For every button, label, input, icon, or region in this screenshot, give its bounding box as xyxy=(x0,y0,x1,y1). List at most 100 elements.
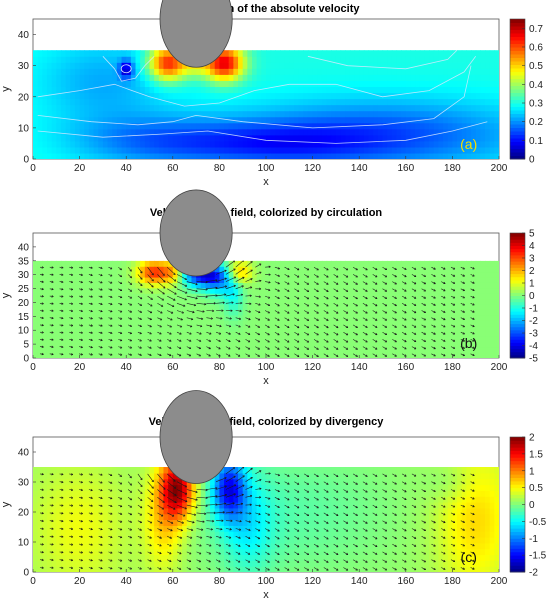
heatmap-cell xyxy=(224,271,230,278)
heatmap-cell xyxy=(247,314,253,321)
heatmap-cell xyxy=(298,128,304,136)
heatmap-cell xyxy=(37,260,43,267)
colorbar-tick-label: 2 xyxy=(529,266,535,277)
heatmap-cell xyxy=(116,325,123,332)
heatmap-cell xyxy=(60,56,67,63)
heatmap-cell xyxy=(74,122,81,130)
heatmap-cell xyxy=(74,50,81,57)
heatmap-cell xyxy=(275,50,281,57)
velocity-arrow xyxy=(343,310,349,314)
heatmap-cell xyxy=(461,98,467,106)
heatmap-cell xyxy=(214,104,220,112)
heatmap-cell xyxy=(391,330,398,337)
heatmap-cell xyxy=(177,314,183,321)
velocity-arrow xyxy=(470,274,475,277)
heatmap-cell xyxy=(466,50,472,57)
heatmap-cell xyxy=(485,134,491,142)
velocity-arrow xyxy=(352,339,358,343)
heatmap-cell xyxy=(270,260,276,267)
heatmap-cell xyxy=(93,56,99,63)
heatmap-cell xyxy=(321,293,328,300)
heatmap-cell xyxy=(238,80,244,88)
heatmap-cell xyxy=(252,341,258,348)
heatmap-cell xyxy=(163,314,169,321)
heatmap-cell xyxy=(396,287,402,294)
heatmap-cell xyxy=(401,68,407,75)
velocity-arrowhead xyxy=(41,280,44,284)
velocity-arrowhead xyxy=(326,304,329,307)
heatmap-cell xyxy=(382,320,388,327)
heatmap-cell xyxy=(489,56,495,63)
heatmap-cell xyxy=(191,146,197,154)
heatmap-cell xyxy=(107,341,113,348)
velocity-arrowhead xyxy=(306,318,310,321)
velocity-arrow xyxy=(157,346,162,349)
heatmap-cell xyxy=(293,347,300,354)
heatmap-cell xyxy=(247,266,253,273)
velocity-arrow xyxy=(264,339,270,343)
velocity-arrowhead xyxy=(259,279,262,283)
heatmap-cell xyxy=(335,140,342,148)
heatmap-cell xyxy=(33,80,39,88)
heatmap-cell xyxy=(475,336,481,343)
velocity-arrow xyxy=(245,324,251,328)
heatmap-cell xyxy=(289,74,295,81)
heatmap-cell xyxy=(219,122,225,130)
heatmap-cell xyxy=(377,128,384,136)
velocity-arrow xyxy=(294,353,300,357)
velocity-arrow xyxy=(225,302,234,304)
heatmap-cell xyxy=(457,146,463,154)
heatmap-cell xyxy=(312,260,318,267)
heatmap-cell xyxy=(84,98,90,106)
heatmap-cell xyxy=(419,56,426,63)
velocity-arrowhead xyxy=(232,293,235,296)
heatmap-cell xyxy=(214,347,220,354)
heatmap-cell xyxy=(33,320,39,327)
heatmap-cell xyxy=(284,282,290,289)
heatmap-cell xyxy=(270,330,276,337)
heatmap-cell xyxy=(233,309,239,316)
velocity-arrowhead xyxy=(423,282,426,285)
heatmap-cell xyxy=(65,152,71,159)
velocity-arrow xyxy=(333,303,339,307)
heatmap-cell xyxy=(363,330,370,337)
velocity-arrow xyxy=(196,339,202,342)
heatmap-cell xyxy=(312,110,318,118)
heatmap-cell xyxy=(182,134,188,142)
heatmap-cell xyxy=(475,314,481,321)
heatmap-cell xyxy=(51,325,57,332)
velocity-arrow xyxy=(137,288,143,293)
heatmap-cell xyxy=(433,320,440,327)
heatmap-cell xyxy=(419,266,426,273)
heatmap-cell xyxy=(293,80,300,88)
heatmap-cell xyxy=(51,314,57,321)
heatmap-cell xyxy=(475,146,481,154)
heatmap-cell xyxy=(200,314,207,321)
velocity-arrow xyxy=(206,295,218,297)
heatmap-cell xyxy=(303,282,309,289)
colorbar-segment xyxy=(510,345,525,350)
heatmap-cell xyxy=(154,320,160,327)
heatmap-cell xyxy=(261,266,267,273)
heatmap-cell xyxy=(345,86,351,94)
heatmap-cell xyxy=(284,336,290,343)
velocity-arrow xyxy=(411,310,417,314)
heatmap-cell xyxy=(56,276,62,283)
heatmap-cell xyxy=(387,68,393,75)
heatmap-cell xyxy=(382,116,388,124)
heatmap-cell xyxy=(214,298,220,305)
heatmap-cell xyxy=(84,134,90,142)
heatmap-cell xyxy=(37,341,43,348)
velocity-arrow xyxy=(255,317,261,321)
heatmap-cell xyxy=(494,140,499,148)
colorbar-segment xyxy=(510,333,525,337)
heatmap-cell xyxy=(438,104,444,112)
colorbar-tick-label: 0.7 xyxy=(529,24,543,35)
velocity-arrowhead xyxy=(375,325,378,328)
heatmap-cell xyxy=(331,128,337,136)
velocity-arrow xyxy=(294,288,300,292)
heatmap-cell xyxy=(419,276,426,283)
heatmap-cell xyxy=(433,134,440,142)
heatmap-cell xyxy=(93,146,99,154)
